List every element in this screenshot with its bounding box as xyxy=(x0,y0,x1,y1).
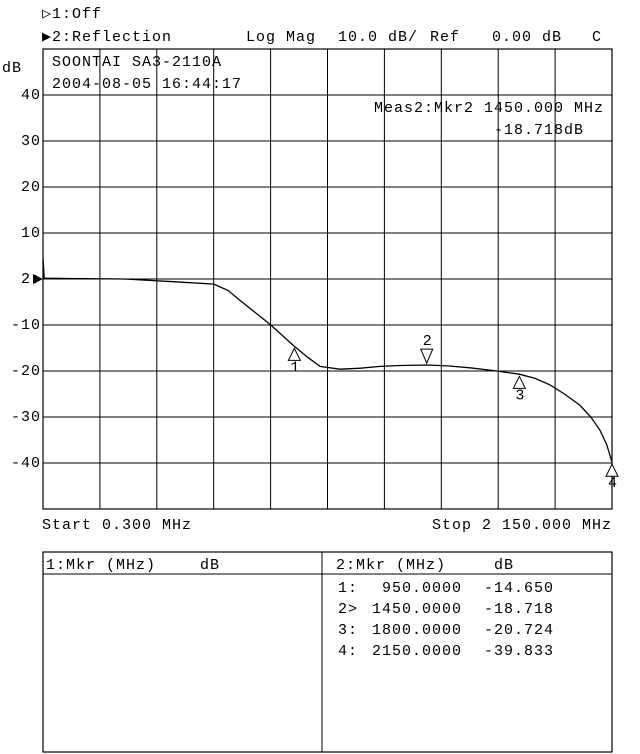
coupling: C xyxy=(592,29,602,46)
marker-label: 4 xyxy=(608,475,618,492)
ref-value: 0.00 dB xyxy=(492,29,562,46)
table-header: dB xyxy=(494,557,514,574)
row-db: -14.650 xyxy=(484,580,554,597)
row-index: 3: xyxy=(338,622,358,639)
y-tick-label: 2: xyxy=(21,271,41,288)
readout-value: -18.718dB xyxy=(494,122,584,139)
timestamp: 2004-08-05 16:44:17 xyxy=(52,76,242,93)
marker-label: 3 xyxy=(515,387,525,404)
scale: 10.0 dB/ xyxy=(338,29,418,46)
y-tick-label: -10 xyxy=(11,317,41,334)
start-freq: Start 0.300 MHz xyxy=(42,517,192,534)
marker xyxy=(419,348,434,365)
row-db: -39.833 xyxy=(484,643,554,660)
trace xyxy=(42,258,613,463)
row-freq: 2150.0000 xyxy=(372,643,462,660)
row-freq: 950.0000 xyxy=(382,580,462,597)
row-index: 2> xyxy=(338,601,358,618)
y-tick-label: 40 xyxy=(21,87,41,104)
table-header: dB xyxy=(200,557,220,574)
marker-table xyxy=(42,551,613,753)
table-header: 1:Mkr (MHz) xyxy=(46,557,156,574)
y-axis-label: dB xyxy=(2,60,22,77)
y-tick-label: 30 xyxy=(21,133,41,150)
channel2-status: ▶2:Reflection xyxy=(42,29,172,46)
marker xyxy=(605,463,619,477)
row-index: 1: xyxy=(338,580,358,597)
readout-marker: Meas2:Mkr2 1450.000 MHz xyxy=(374,100,604,117)
ref-label: Ref xyxy=(430,29,460,46)
y-tick-label: 20 xyxy=(21,179,41,196)
channel1-status: ▷1:Off xyxy=(42,6,102,23)
ref-arrow xyxy=(33,274,43,284)
y-tick-label: -30 xyxy=(11,409,41,426)
row-freq: 1800.0000 xyxy=(372,622,462,639)
marker-label: 2 xyxy=(423,333,433,350)
row-freq: 1450.0000 xyxy=(372,601,462,618)
format: Log Mag xyxy=(246,29,316,46)
stop-freq: Stop 2 150.000 MHz xyxy=(432,517,612,534)
y-tick-label: 10 xyxy=(21,225,41,242)
row-index: 4: xyxy=(338,643,358,660)
y-tick-label: -40 xyxy=(11,455,41,472)
marker xyxy=(512,375,527,389)
row-db: -20.724 xyxy=(484,622,554,639)
marker-label: 1 xyxy=(290,359,300,376)
row-db: -18.718 xyxy=(484,601,554,618)
y-tick-label: -20 xyxy=(11,363,41,380)
table-header: 2:Mkr (MHz) xyxy=(336,557,446,574)
instrument: SOONTAI SA3-2110A xyxy=(52,54,222,71)
marker xyxy=(287,347,302,361)
